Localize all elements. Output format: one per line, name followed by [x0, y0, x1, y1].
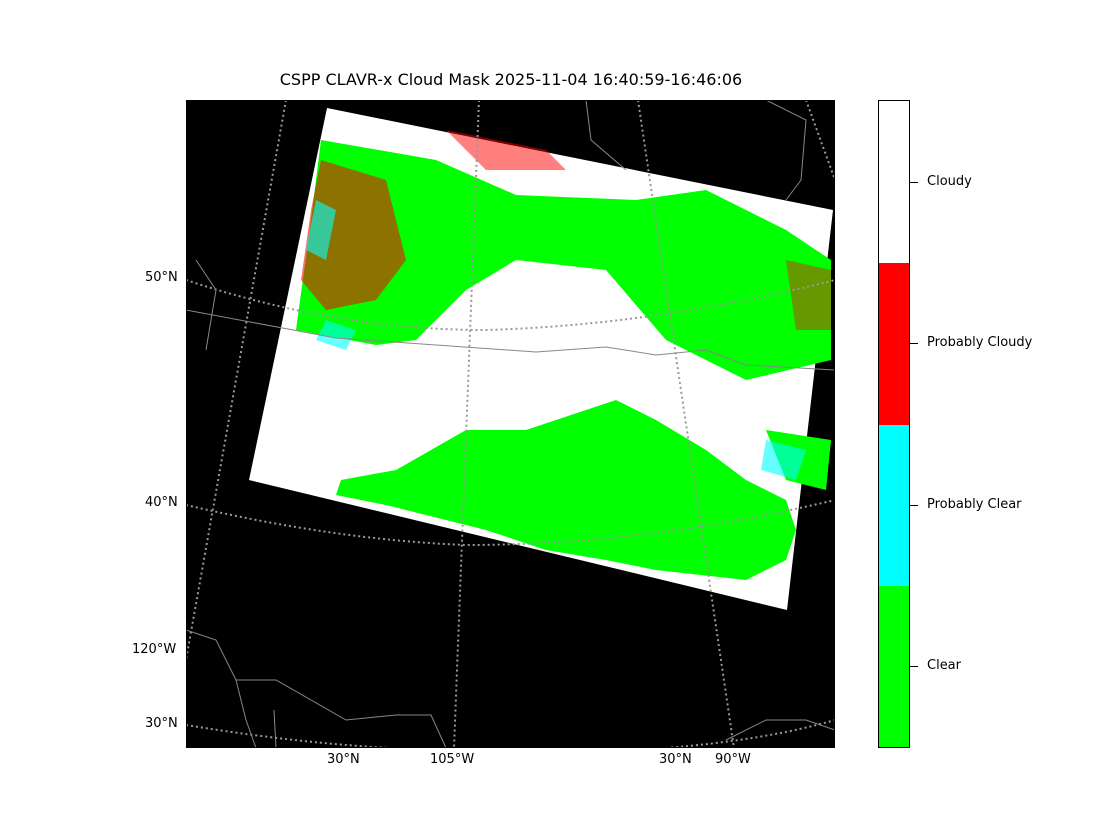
- coastlines-borders: [186, 100, 835, 748]
- bottom-label-30n-left: 30°N: [327, 752, 360, 767]
- colorbar-label-cloudy: Cloudy: [927, 174, 972, 189]
- colorbar-label-clear: Clear: [927, 658, 961, 673]
- lat-label-30n: 30°N: [145, 716, 178, 731]
- lon-label-120w: 120°W: [132, 642, 177, 657]
- plot-title: CSPP CLAVR-x Cloud Mask 2025-11-04 16:40…: [279, 70, 743, 89]
- colorbar-label-probably-cloudy: Probably Cloudy: [927, 335, 1033, 350]
- colorbar-clear: [879, 586, 909, 747]
- cloud-mask-map: [186, 100, 835, 748]
- colorbar: [878, 100, 910, 748]
- colorbar-label-probably-clear: Probably Clear: [927, 497, 1022, 512]
- lat-label-50n: 50°N: [145, 270, 178, 285]
- clear-regions: [296, 140, 831, 580]
- bottom-label-30n-right: 30°N: [659, 752, 692, 767]
- probably-clear-regions: [306, 200, 806, 480]
- colorbar-probably-clear: [879, 425, 909, 586]
- colorbar-tick: [910, 505, 918, 506]
- colorbar-probably-cloudy: [879, 263, 909, 425]
- colorbar-tick: [910, 666, 918, 667]
- graticule: [186, 100, 835, 748]
- colorbar-tick: [910, 343, 918, 344]
- colorbar-tick: [910, 182, 918, 183]
- bottom-label-105w: 105°W: [430, 752, 475, 767]
- colorbar-cloudy: [879, 101, 909, 263]
- bottom-label-90w: 90°W: [715, 752, 751, 767]
- lat-label-40n: 40°N: [145, 495, 178, 510]
